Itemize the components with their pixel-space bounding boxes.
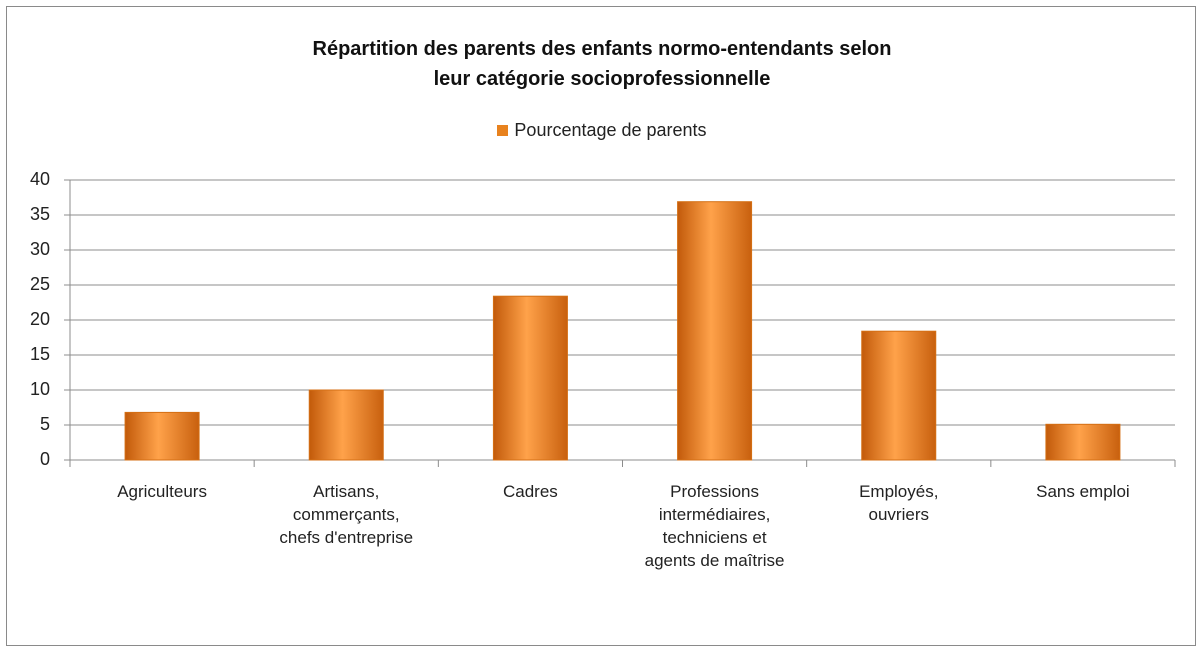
legend-swatch [497,125,509,136]
bar [677,201,753,461]
x-tick-label: Artisans, commerçants, chefs d'entrepris… [279,482,414,547]
y-tick-label: 25 [30,274,50,294]
x-tick-label: Employés, ouvriers [859,482,939,524]
page: Répartition des parents des enfants norm… [0,6,1204,646]
y-tick-label: 15 [30,344,50,364]
y-tick-label: 0 [40,449,50,469]
chart-title: Répartition des parents des enfants norm… [312,38,892,90]
y-tick-label: 35 [30,204,50,224]
y-tick-label: 30 [30,239,50,259]
bar [492,295,568,461]
x-tick-label: Professions intermédiaires, techniciens … [644,482,785,570]
bar [308,389,384,461]
y-tick-label: 10 [30,379,50,399]
bar [124,411,200,461]
legend-label: Pourcentage de parents [514,120,707,140]
bar [861,330,937,461]
bar [1045,423,1121,461]
y-tick-label: 20 [30,309,50,329]
x-tick-label: Sans emploi [1036,482,1130,501]
chart: 0 5 10 15 20 25 30 35 40 [30,169,1176,469]
x-tick-label: Cadres [503,482,558,501]
x-tick-label: Agriculteurs [117,482,207,501]
y-tick-label: 5 [40,414,50,434]
legend: Pourcentage de parents [0,120,1204,141]
y-tick-label: 40 [30,169,50,189]
